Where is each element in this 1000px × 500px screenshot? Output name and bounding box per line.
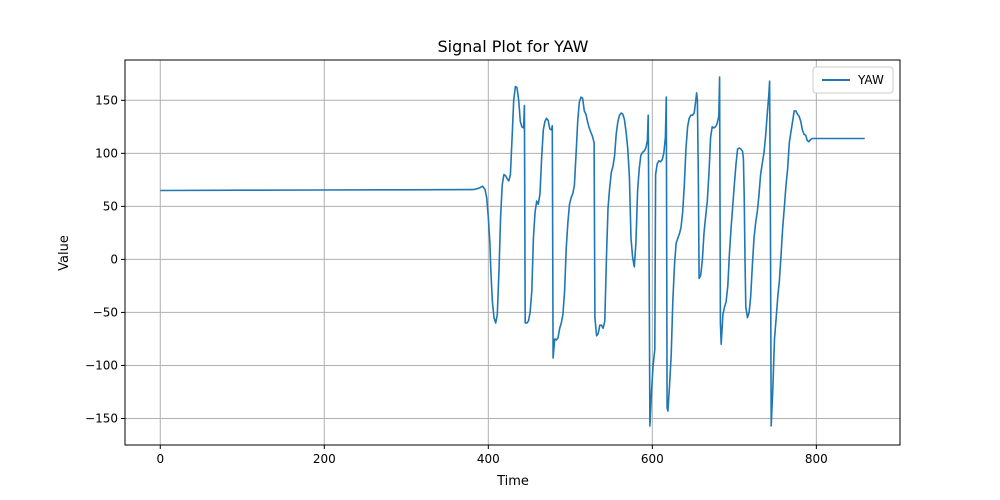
legend: YAW	[812, 66, 894, 94]
x-tick-label: 800	[805, 452, 828, 466]
legend-box	[812, 66, 894, 94]
plot-area-frame	[124, 59, 901, 446]
axis-ticks: 0 200 400 600 800 −150 −100 −50 0 50 100 150	[85, 93, 828, 466]
x-tick-label: 400	[477, 452, 500, 466]
x-tick-label: 0	[156, 452, 164, 466]
y-axis-title: Value	[57, 235, 72, 271]
y-tick-label: 100	[95, 146, 118, 160]
series-layer	[160, 76, 865, 427]
chart-title: Signal Plot for YAW	[438, 37, 589, 56]
x-axis-title: Time	[496, 474, 529, 489]
legend-label-yaw: YAW	[857, 73, 884, 87]
y-tick-label: 0	[110, 252, 118, 266]
y-tick-label: 150	[95, 93, 118, 107]
x-tick-label: 600	[641, 452, 664, 466]
y-tick-label: −50	[93, 305, 118, 319]
x-tick-label: 200	[313, 452, 336, 466]
y-tick-label: −150	[85, 411, 118, 425]
series-line-yaw	[160, 76, 865, 427]
y-tick-label: 50	[103, 199, 118, 213]
y-tick-label: −100	[85, 358, 118, 372]
